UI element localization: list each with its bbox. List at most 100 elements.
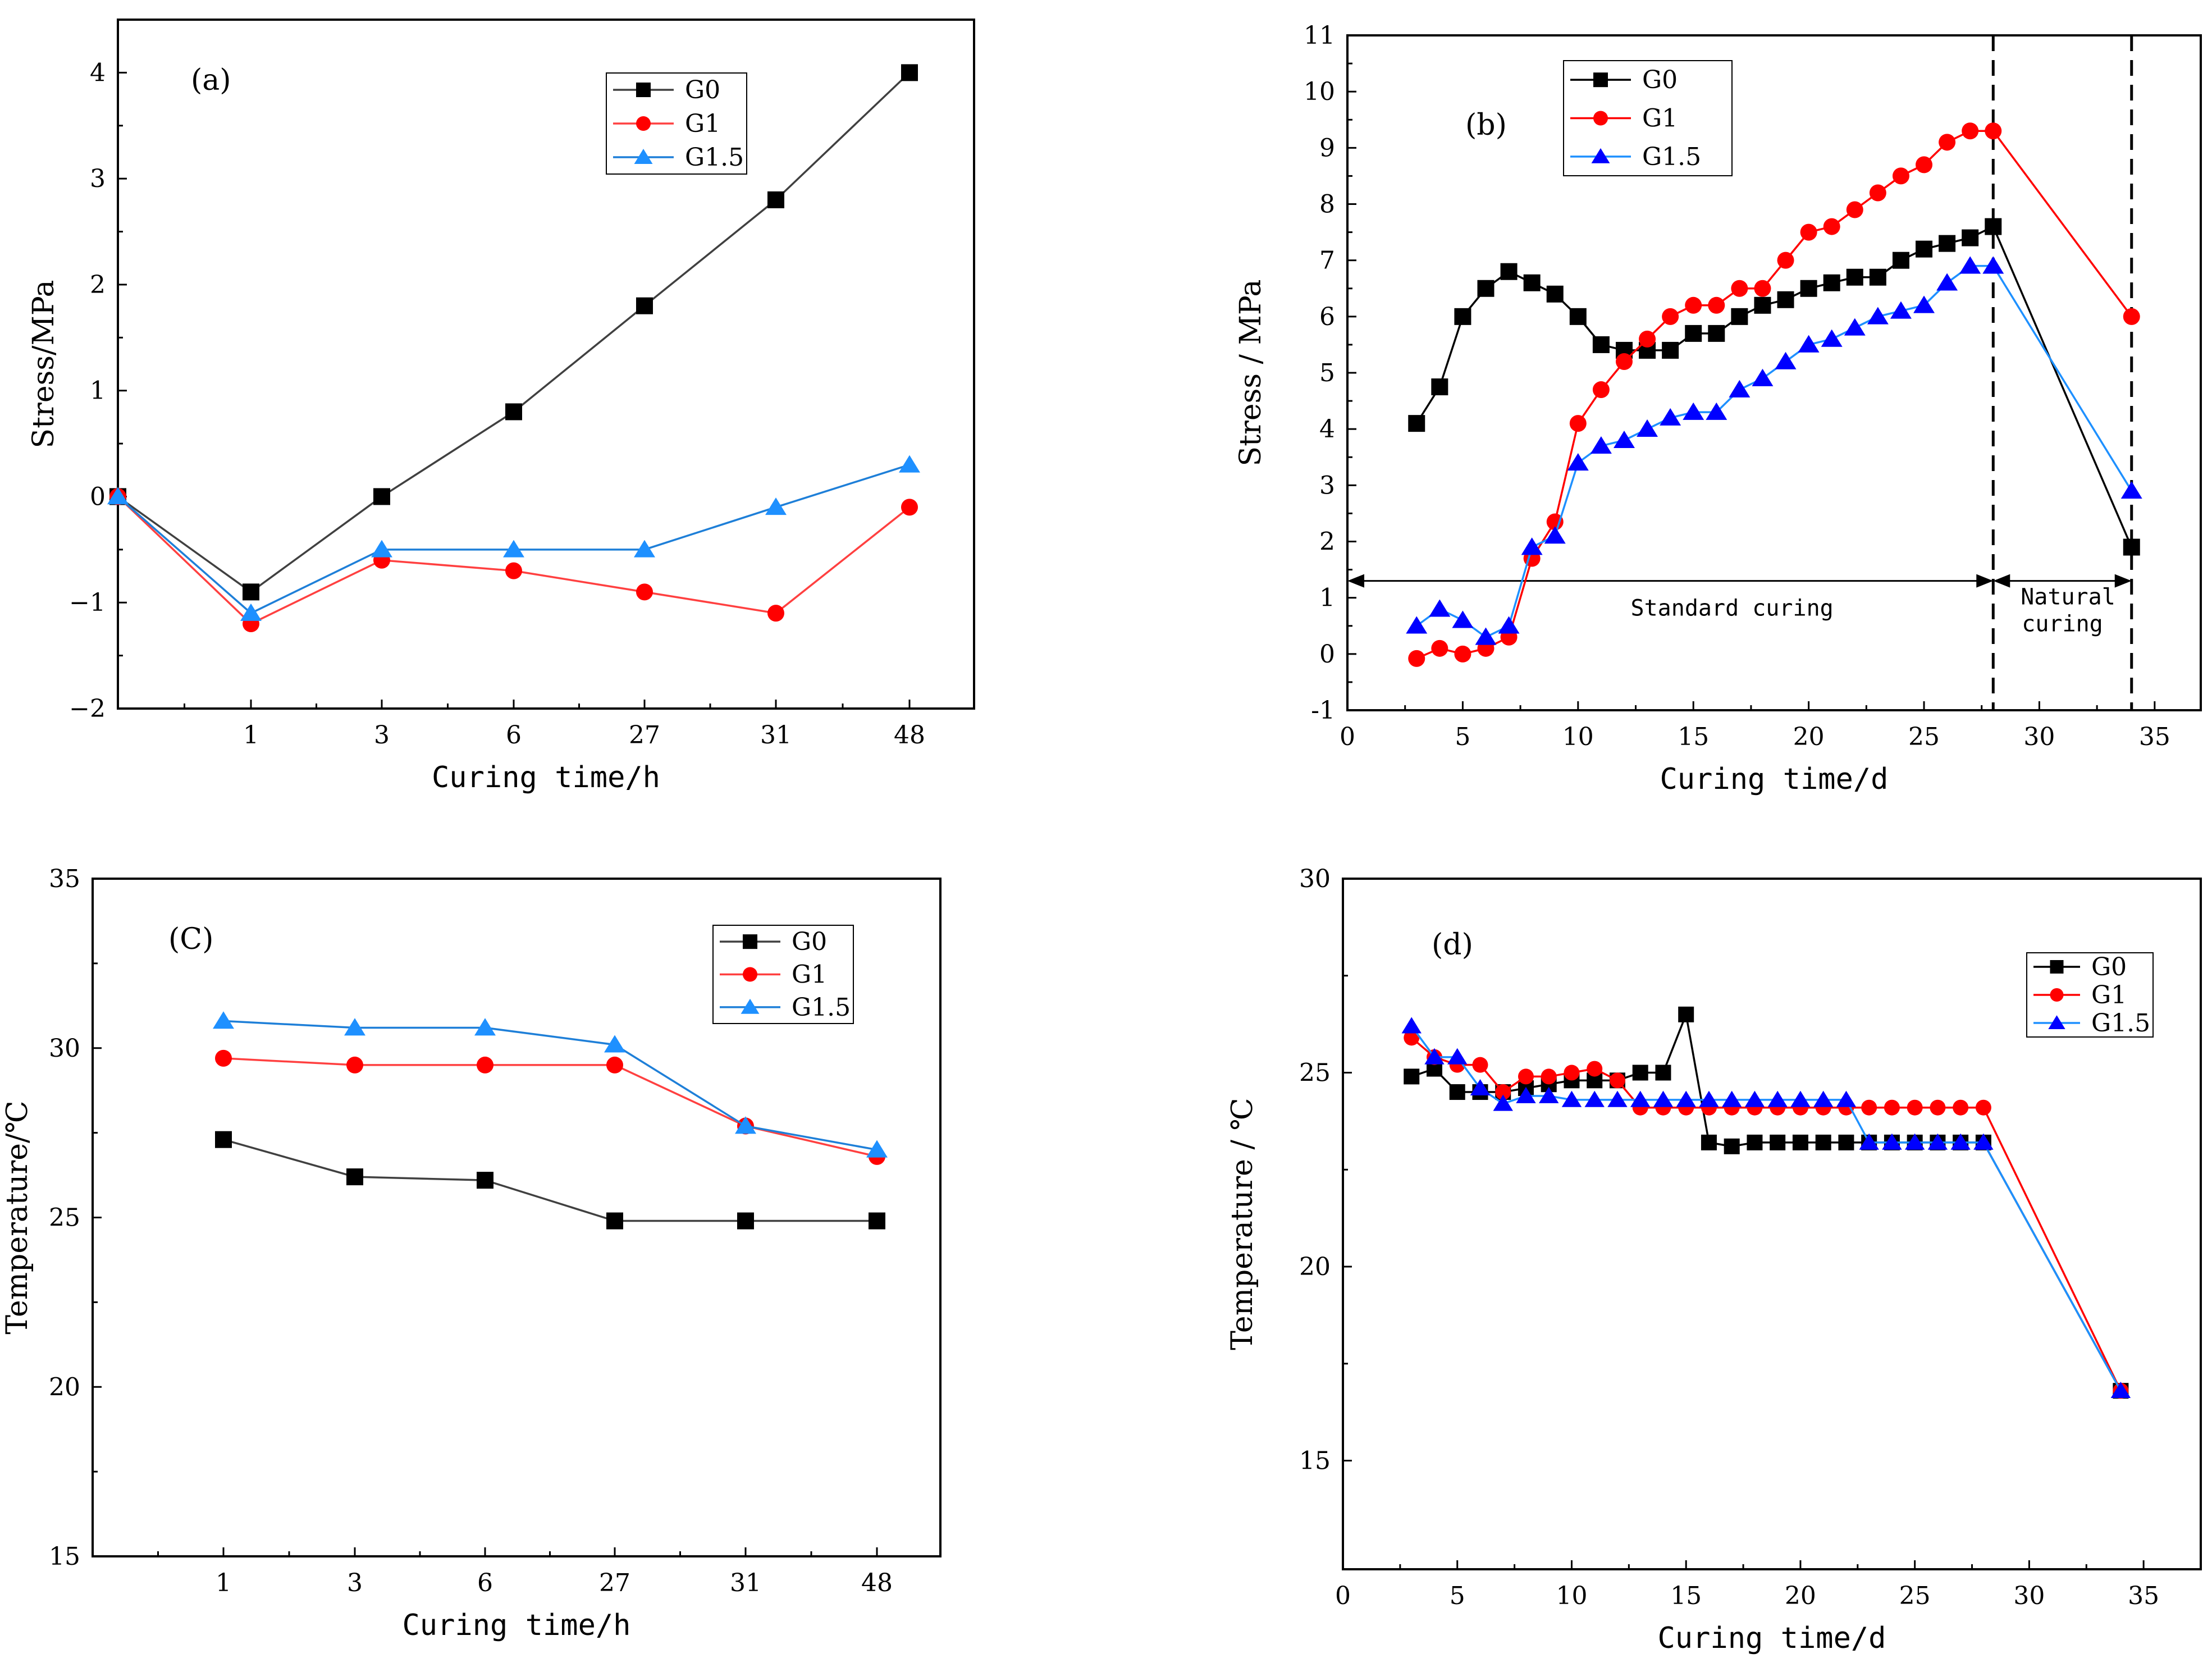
data-point (1592, 336, 1610, 353)
data-point (1683, 402, 1704, 420)
y-tick-label: 0 (90, 482, 106, 511)
x-axis: 1 3 6 27 31 48 (184, 700, 925, 750)
data-point (1815, 1134, 1831, 1150)
data-point (1637, 419, 1658, 437)
x-tick-label: 35 (2128, 1582, 2159, 1610)
data-point (1701, 1134, 1717, 1150)
y-tick-label: 30 (49, 1034, 80, 1063)
data-point (1729, 380, 1751, 398)
data-point (1747, 1134, 1763, 1150)
y-tick-label: 11 (1304, 21, 1335, 50)
data-point (215, 1049, 232, 1067)
data-point (1930, 1099, 1946, 1116)
y-tick-label: 2 (90, 271, 106, 299)
data-point (1754, 280, 1771, 297)
data-point (1685, 325, 1702, 342)
data-point (503, 540, 524, 558)
data-point (1985, 218, 2002, 235)
y-tick-label: 4 (90, 58, 106, 87)
x-tick-label: 30 (2013, 1582, 2045, 1610)
data-point (344, 1018, 365, 1036)
data-point (606, 1056, 623, 1073)
legend-label: G1.5 (2091, 1009, 2150, 1038)
data-point (1569, 415, 1587, 432)
data-point (1892, 252, 1909, 269)
x-tick-label: 27 (599, 1569, 630, 1597)
x-tick-label: 10 (1562, 723, 1594, 751)
legend: G0 G1 G1.5 (1563, 60, 1733, 176)
x-tick-label: 15 (1678, 723, 1709, 751)
data-point (869, 1212, 885, 1230)
data-point (1959, 256, 1981, 274)
data-point (1916, 240, 1933, 258)
chart-panel-1: −2 −1 0 1 2 3 4 1 3 6 27 31 48 Curing time/h Stress/MP… (27, 19, 975, 794)
legend-marker (743, 934, 757, 949)
series-G0 (109, 64, 918, 601)
panel-label: (b) (1465, 108, 1507, 142)
legend-marker (1593, 72, 1608, 88)
legend-marker (2050, 988, 2064, 1002)
data-point (901, 64, 918, 81)
data-point (1498, 616, 1520, 634)
data-point (1592, 381, 1610, 399)
data-point (1721, 1090, 1742, 1107)
data-point (1869, 184, 1886, 202)
data-point (1800, 280, 1817, 297)
y-tick-label: 5 (1319, 359, 1335, 387)
data-point (1982, 256, 2004, 274)
series-line (223, 1057, 878, 1158)
y-tick-label: −2 (69, 695, 106, 723)
data-point (1561, 1090, 1582, 1107)
legend-label: G1.5 (1642, 143, 1701, 171)
arrow-head (1993, 574, 2010, 588)
series-line (117, 496, 911, 625)
series-G1 (1408, 122, 2140, 667)
data-point (215, 1131, 232, 1148)
series-G0 (1404, 1006, 2129, 1399)
series-line (117, 464, 910, 615)
legend: G0 G1 G1.5 (712, 925, 854, 1024)
arrow-head (1976, 574, 1994, 588)
data-point (1813, 1090, 1834, 1107)
data-point (1653, 1090, 1674, 1107)
data-point (1590, 436, 1612, 454)
data-point (1731, 280, 1748, 297)
y-tick-label: 25 (49, 1204, 80, 1232)
data-point (1632, 1065, 1648, 1081)
data-point (1477, 280, 1495, 297)
y-tick-label: 30 (1299, 865, 1331, 893)
y-tick-label: 1 (1319, 584, 1335, 613)
data-point (346, 1056, 363, 1073)
legend-label: G0 (792, 928, 827, 956)
x-tick-label: 0 (1335, 1582, 1351, 1610)
data-point (1939, 134, 1956, 151)
x-tick-label: 1 (243, 721, 259, 750)
data-point (1544, 526, 1566, 544)
y-tick-label: 7 (1319, 246, 1335, 275)
data-point (107, 487, 129, 505)
data-point (1569, 308, 1587, 325)
data-point (1846, 268, 1863, 286)
legend-marker (2050, 960, 2064, 974)
data-point (1429, 599, 1451, 617)
data-point (1939, 235, 1956, 252)
data-point (1662, 308, 1679, 325)
x-axis: 1 3 6 27 31 48 (157, 1547, 893, 1597)
data-point (477, 1172, 493, 1189)
data-point (1699, 1090, 1719, 1107)
series-line (1411, 1011, 2122, 1391)
data-point (1406, 616, 1428, 634)
data-point (1408, 650, 1425, 667)
data-point (1495, 1084, 1511, 1100)
data-point (901, 499, 918, 516)
data-point (1913, 295, 1935, 313)
data-point (1493, 1094, 1513, 1111)
data-point (1731, 308, 1748, 325)
legend: G0 G1 G1.5 (606, 72, 747, 175)
data-point (1613, 430, 1635, 448)
series-G1.5 (1406, 256, 2142, 645)
chart-panel-3: 15 20 25 30 35 1 3 6 27 31 48 Curing time/h Temperat… (1, 865, 942, 1642)
legend-label: G0 (685, 76, 720, 104)
